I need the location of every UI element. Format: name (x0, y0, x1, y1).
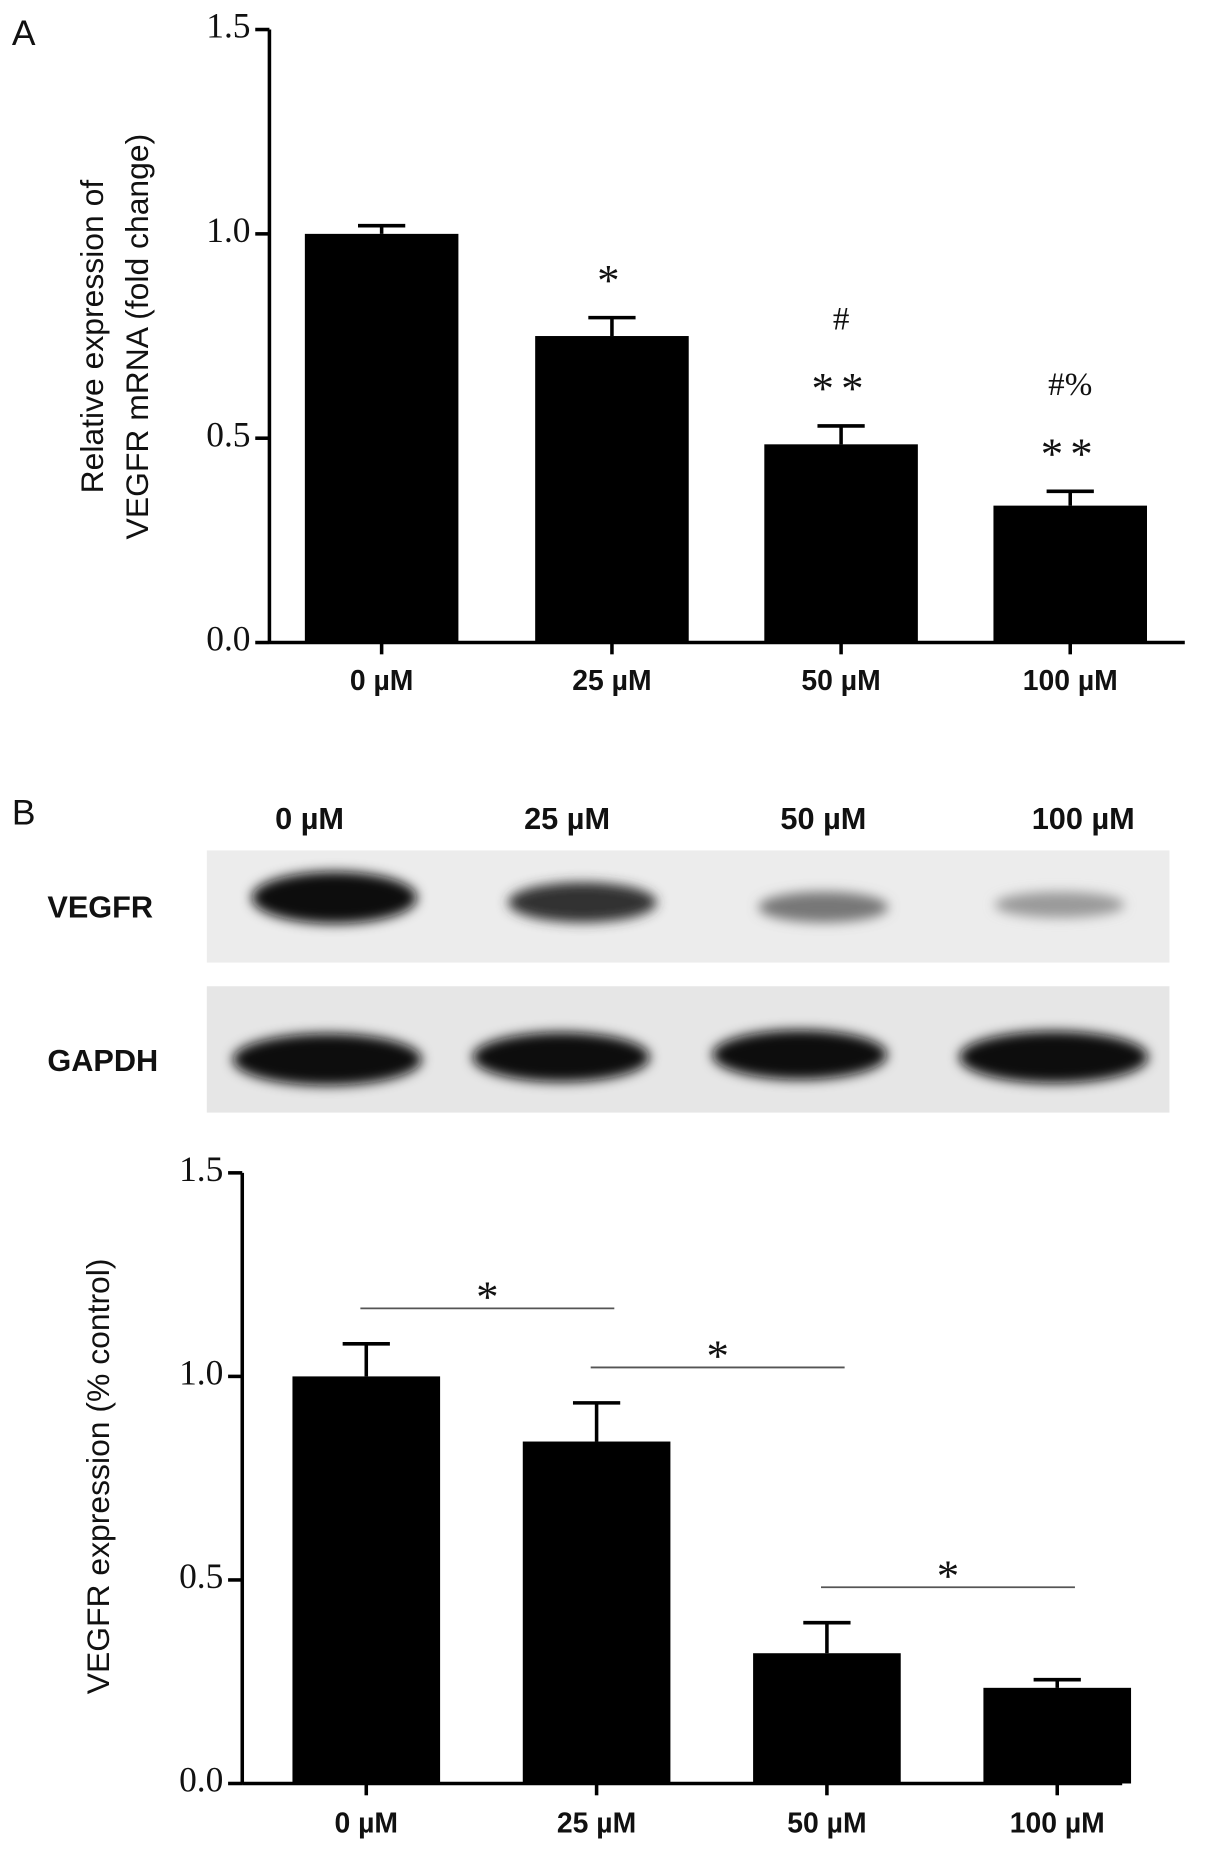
significance-label: * (476, 1272, 498, 1322)
band (232, 1033, 422, 1086)
band (959, 1031, 1149, 1084)
row-label: GAPDH (47, 1043, 158, 1078)
band (472, 1032, 650, 1082)
band (758, 891, 889, 923)
y-axis-title: VEGFR expression (% control) (80, 1259, 116, 1695)
band (712, 1029, 888, 1080)
significance-label: #% (1048, 367, 1092, 403)
y-tick-label: 1.0 (206, 210, 250, 250)
x-tick-label: 100 µM (1010, 1807, 1105, 1839)
significance-label: * (706, 1331, 728, 1381)
bar (764, 444, 918, 643)
x-tick-label: 50 µM (801, 665, 880, 697)
bar (983, 1687, 1132, 1784)
band (994, 891, 1125, 918)
y-tick-label: 1.5 (206, 6, 250, 46)
bar (292, 1376, 441, 1784)
x-tick-label: 100 µM (1023, 665, 1118, 697)
significance-label: # (833, 302, 850, 338)
significance-label: ** (1041, 429, 1100, 479)
error-bar (1046, 489, 1094, 506)
western-blot: 0 µM 25 µM 50 µM 100 µM VEGFR GAPDH (47, 801, 1170, 1113)
y-tick-label: 1.5 (179, 1149, 223, 1189)
lane-label: 50 µM (780, 801, 866, 836)
y-tick-label: 0.0 (179, 1760, 223, 1800)
bar (522, 1441, 671, 1784)
bar (304, 233, 459, 643)
row-label: VEGFR (47, 890, 153, 925)
significance-label: * (597, 255, 627, 305)
error-bar (342, 1342, 390, 1377)
error-bar (358, 223, 406, 234)
panel-label: B (12, 792, 36, 832)
band (251, 871, 418, 924)
error-bar (1033, 1677, 1081, 1688)
y-tick-label: 1.0 (179, 1353, 223, 1393)
error-bar (817, 424, 865, 445)
lane-label: 0 µM (275, 801, 344, 836)
bar (535, 336, 689, 643)
y-tick-label: 0.5 (206, 414, 250, 454)
error-bar (572, 1401, 621, 1442)
x-tick-label: 25 µM (557, 1807, 636, 1839)
bar (753, 1653, 901, 1784)
lane-label: 25 µM (524, 801, 610, 836)
y-axis-title: Relative expression of (74, 180, 110, 494)
x-tick-label: 25 µM (572, 665, 651, 697)
error-bar (803, 1620, 851, 1654)
y-tick-label: 0.0 (206, 619, 250, 659)
error-bar (588, 315, 636, 337)
x-tick-label: 50 µM (787, 1807, 866, 1839)
panel-label: A (12, 13, 36, 53)
band (508, 882, 657, 923)
y-tick-label: 0.5 (179, 1556, 223, 1596)
significance-label: * (937, 1550, 959, 1600)
lane-label: 100 µM (1032, 801, 1135, 836)
bar (993, 505, 1147, 643)
x-tick-label: 0 µM (350, 665, 414, 697)
significance-label: ** (812, 363, 871, 413)
y-axis-title: VEGFR mRNA (fold change) (119, 134, 155, 540)
x-tick-label: 0 µM (335, 1807, 399, 1839)
